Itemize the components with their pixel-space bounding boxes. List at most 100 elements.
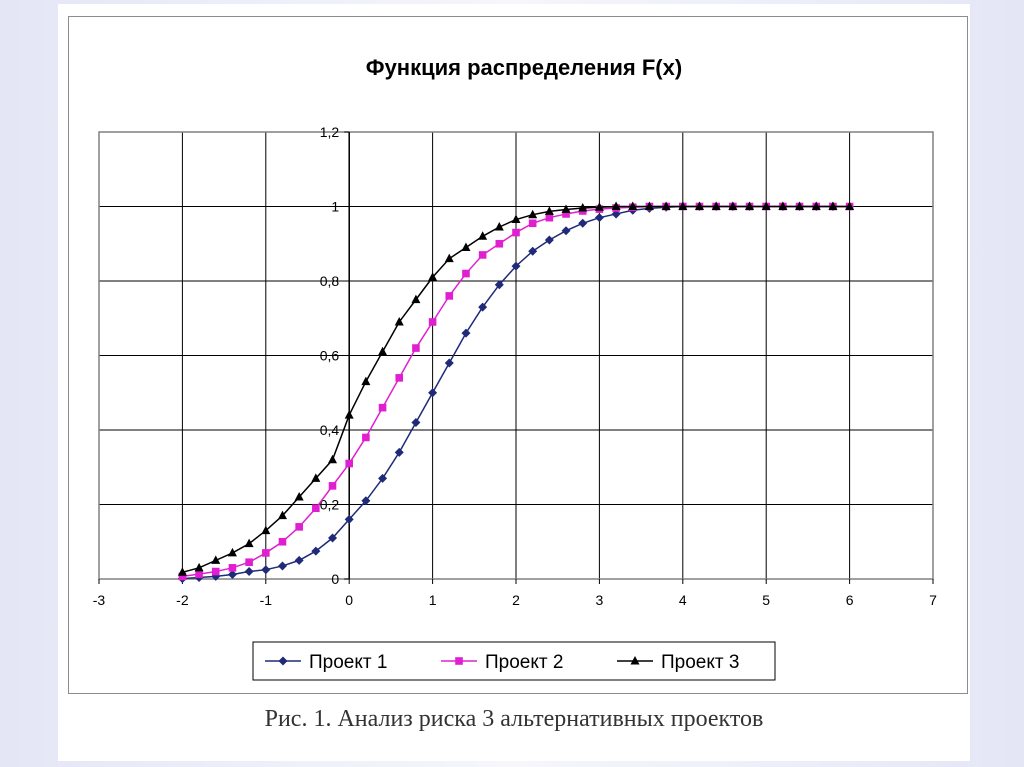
x-tick-label: 5 — [762, 592, 770, 608]
series-3-point — [845, 201, 855, 210]
series-3-point — [694, 201, 704, 210]
series-1-point — [394, 447, 404, 457]
series-3-point — [828, 201, 838, 210]
series-2-point — [395, 374, 404, 382]
series-3-point — [227, 547, 237, 557]
series-3-point — [261, 525, 271, 535]
chart-frame: Функция распределения F(x) -3 -2 -1 0 1 2 3 4 5 6… — [68, 16, 968, 694]
legend-label: Проект 2 — [485, 652, 563, 673]
series-3-point — [661, 201, 671, 210]
x-tick-label: 1 — [429, 592, 437, 608]
series-1-point — [594, 213, 604, 223]
series-3-point — [561, 204, 571, 213]
series-3-point — [311, 473, 321, 482]
series-1-point — [528, 246, 538, 256]
series-3-point — [428, 272, 438, 281]
figure-caption: Рис. 1. Анализ риска 3 альтернативных пр… — [264, 706, 764, 732]
series-2-point — [195, 570, 203, 578]
x-tick-label: -1 — [260, 592, 273, 608]
y-tick-label: 1 — [331, 199, 339, 215]
axes: -3 -2 -1 0 1 2 3 4 5 6 7 0 0,2 0,4 0,6 0,8 1 1,2 — [93, 124, 937, 608]
legend: Проект 1 Проект 2 Проект 3 — [252, 641, 776, 681]
y-tick-label: 0,6 — [320, 348, 340, 364]
y-tick-label: 0 — [331, 571, 339, 587]
series-3-point — [544, 206, 554, 215]
slide: Функция распределения F(x) -3 -2 -1 0 1 2 3 4 5 6… — [58, 4, 970, 761]
x-tick-label: 3 — [596, 592, 604, 608]
series-3-point — [394, 316, 404, 326]
series-2-point — [478, 251, 487, 259]
series-3-point — [194, 562, 204, 572]
y-tick-label: 1,2 — [320, 124, 340, 140]
series-2-point — [428, 318, 437, 326]
series-2-point — [495, 239, 504, 248]
series-2-point — [245, 558, 253, 567]
series-1-point — [461, 328, 471, 338]
series-2-point — [345, 459, 353, 468]
series-3-point — [378, 346, 388, 356]
x-tick-label: 6 — [846, 592, 854, 608]
x-tick-label: -2 — [176, 592, 189, 608]
series-2-point — [295, 523, 303, 531]
series-1-point — [244, 567, 254, 577]
series-3-point — [511, 214, 521, 224]
series-1-point — [328, 533, 338, 543]
series-2-point — [278, 537, 287, 546]
series-3-point — [628, 201, 638, 210]
legend-item-1: Проект 1 — [265, 652, 387, 673]
series-1-point — [378, 473, 388, 483]
series-2-point — [328, 482, 337, 490]
series-2-point — [512, 228, 520, 237]
series-3-point — [678, 201, 688, 210]
series-3-point — [344, 410, 354, 419]
series-2-point — [378, 403, 387, 412]
x-tick-label: 4 — [679, 592, 687, 608]
series-3-point — [528, 209, 538, 219]
series-1-point — [294, 555, 304, 565]
series-2-point — [362, 433, 370, 442]
series-1-point — [561, 226, 571, 236]
series-2-point — [178, 572, 187, 581]
series-3-point — [277, 510, 287, 520]
series-3-point — [444, 253, 454, 263]
legend-marker — [278, 656, 288, 666]
y-tick-label: 0,2 — [320, 497, 340, 513]
series-1-point — [344, 514, 354, 524]
series-3-point — [294, 492, 304, 501]
series-3-point — [578, 202, 588, 212]
series-2-point — [312, 504, 320, 513]
y-tick-label: 0,8 — [320, 273, 340, 289]
series-2-point — [528, 219, 537, 228]
series-3-point — [728, 201, 738, 210]
legend-item-2: Проект 2 — [441, 652, 563, 673]
grid — [98, 131, 934, 580]
series-1-point — [361, 496, 371, 506]
distribution-chart: Функция распределения F(x) -3 -2 -1 0 1 2 3 4 5 6… — [93, 55, 937, 681]
series-3-point — [177, 567, 187, 576]
series-2-point — [228, 564, 237, 572]
x-tick-label: 0 — [345, 592, 353, 608]
series-3-point — [461, 242, 471, 251]
series-1-point — [578, 218, 588, 228]
series-3-point — [761, 201, 771, 210]
series-layer — [177, 201, 855, 584]
x-tick-label: 2 — [512, 592, 520, 608]
legend-item-3: Проект 3 — [617, 652, 739, 673]
series-1-point — [544, 235, 554, 245]
legend-marker — [630, 656, 640, 665]
legend-marker — [455, 657, 463, 665]
series-1-point — [261, 565, 271, 575]
series-3-point — [745, 201, 755, 210]
series-1-point — [277, 561, 287, 571]
series-1-point — [511, 261, 521, 271]
series-1-point — [494, 280, 504, 290]
series-2-point — [211, 567, 220, 576]
series-1-point — [428, 388, 438, 398]
series-3-point — [611, 201, 621, 210]
series-3-point — [361, 376, 371, 386]
series-3-point — [594, 202, 604, 211]
series-1-point — [411, 418, 421, 428]
x-tick-label: -3 — [93, 592, 106, 608]
x-tick-label: 7 — [929, 592, 937, 608]
series-1-point — [227, 570, 237, 580]
